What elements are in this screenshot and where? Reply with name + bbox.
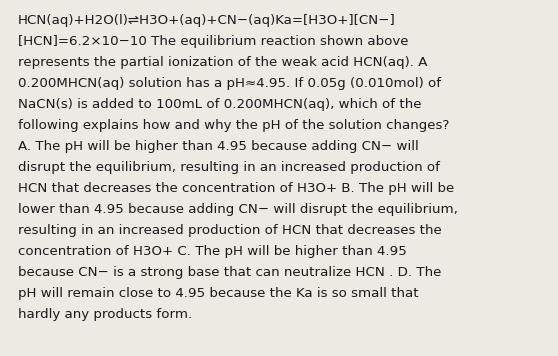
- Text: lower than 4.95 because adding CN− will disrupt the equilibrium,: lower than 4.95 because adding CN− will …: [18, 203, 458, 216]
- Text: following explains how and why the pH of the solution changes?: following explains how and why the pH of…: [18, 119, 449, 132]
- Text: [HCN]=6.2×10−10 The equilibrium reaction shown above: [HCN]=6.2×10−10 The equilibrium reaction…: [18, 35, 408, 48]
- Text: 0.200MHCN(aq) solution has a pH≈4.95. If 0.05g (0.010mol) of: 0.200MHCN(aq) solution has a pH≈4.95. If…: [18, 77, 441, 90]
- Text: concentration of H3O+ C. The pH will be higher than 4.95: concentration of H3O+ C. The pH will be …: [18, 245, 407, 258]
- Text: hardly any products form.: hardly any products form.: [18, 308, 193, 321]
- Text: A. The pH will be higher than 4.95 because adding CN− will: A. The pH will be higher than 4.95 becau…: [18, 140, 418, 153]
- Text: NaCN(s) is added to 100mL of 0.200MHCN(aq), which of the: NaCN(s) is added to 100mL of 0.200MHCN(a…: [18, 98, 421, 111]
- Text: HCN that decreases the concentration of H3O+ B. The pH will be: HCN that decreases the concentration of …: [18, 182, 454, 195]
- Text: because CN− is a strong base that can neutralize HCN . D. The: because CN− is a strong base that can ne…: [18, 266, 441, 279]
- Text: represents the partial ionization of the weak acid HCN(aq). A: represents the partial ionization of the…: [18, 56, 427, 69]
- Text: pH will remain close to 4.95 because the Ka is so small that: pH will remain close to 4.95 because the…: [18, 287, 418, 300]
- Text: HCN(aq)+H2O(l)⇌H3O+(aq)+CN−(aq)Ka=[H3O+][CN−]: HCN(aq)+H2O(l)⇌H3O+(aq)+CN−(aq)Ka=[H3O+]…: [18, 14, 396, 27]
- Text: disrupt the equilibrium, resulting in an increased production of: disrupt the equilibrium, resulting in an…: [18, 161, 440, 174]
- Text: resulting in an increased production of HCN that decreases the: resulting in an increased production of …: [18, 224, 442, 237]
